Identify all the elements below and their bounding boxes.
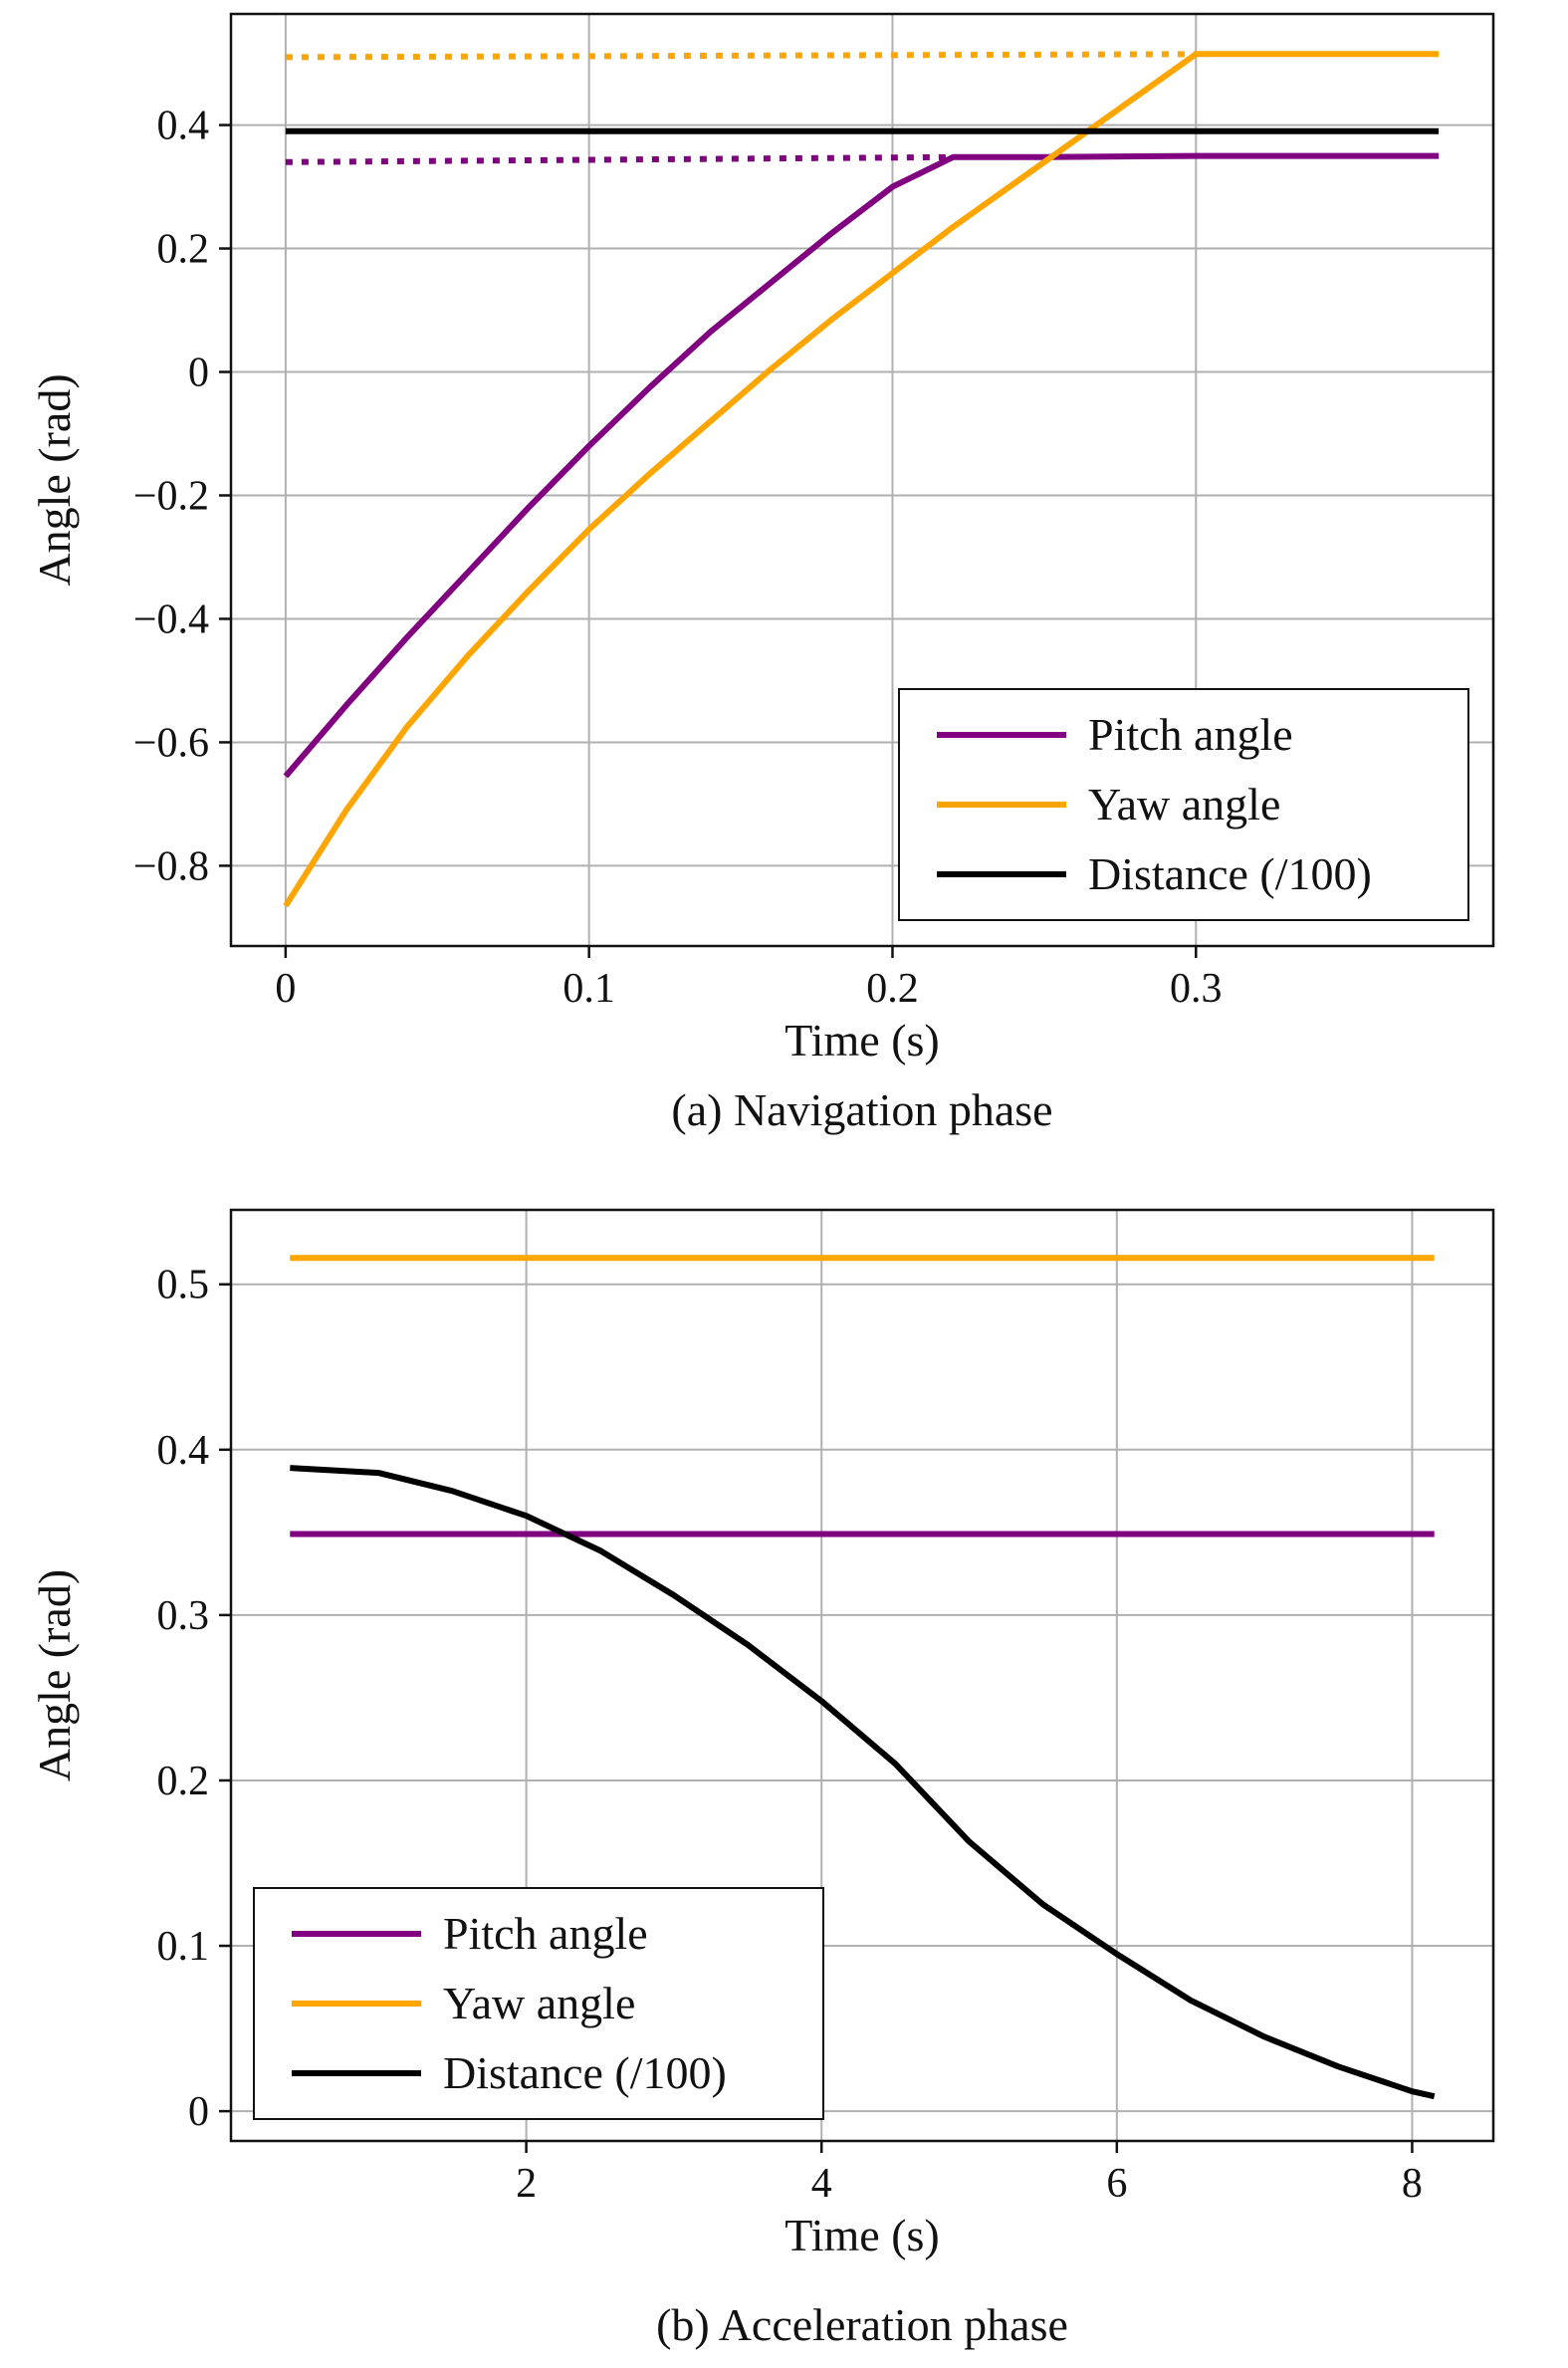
- y-tick-label: 0.1: [157, 1924, 210, 1970]
- y-tick-label: 0.4: [157, 1428, 210, 1474]
- x-tick-label: 6: [1106, 2161, 1127, 2207]
- legend-label-pitch: Pitch angle: [443, 1908, 648, 1959]
- legend-label-yaw: Yaw angle: [1088, 779, 1280, 829]
- pitch-angle-line: [283, 152, 1440, 779]
- y-axis-label: Angle (rad): [29, 373, 80, 586]
- y-tick-label: −0.2: [133, 473, 209, 519]
- series-group: [290, 1255, 1436, 2100]
- y-tick-label: −0.4: [133, 596, 209, 642]
- legend-label-distance: Distance (/100): [443, 2047, 727, 2098]
- panel-acceleration-phase: 2 4 6 8 0 0.1 0.2 0.3 0.4 0.5 Time (s) Angle (rad) (…: [29, 1208, 1495, 2350]
- yaw-angle-line: [283, 51, 1440, 908]
- y-tick-label: 0: [188, 351, 209, 396]
- distance-100-line: [290, 1465, 1436, 2100]
- panel-caption: (b) Acceleration phase: [656, 2299, 1068, 2350]
- y-tick-label: 0.4: [157, 104, 210, 149]
- x-axis-label: Time (s): [784, 2210, 940, 2260]
- x-tick-label: 2: [516, 2161, 537, 2207]
- legend: Pitch angle Yaw angle Distance (/100): [253, 1887, 824, 2120]
- y-axis-label: Angle (rad): [29, 1569, 80, 1781]
- x-tick-label: 0: [275, 966, 296, 1012]
- y-tick-label: 0.3: [157, 1593, 210, 1639]
- legend: Pitch angle Yaw angle Distance (/100): [898, 688, 1469, 921]
- x-tick-label: 0.1: [562, 966, 615, 1012]
- y-tick-label: 0.2: [157, 1759, 210, 1804]
- y-tick-label: 0: [188, 2089, 209, 2135]
- legend-label-yaw: Yaw angle: [443, 1978, 635, 2028]
- series-group: [283, 51, 1440, 908]
- legend-label-distance: Distance (/100): [1088, 848, 1372, 899]
- x-axis-label: Time (s): [784, 1015, 940, 1066]
- yaw-reference-line: [285, 51, 1197, 61]
- x-tick-label: 8: [1402, 2161, 1423, 2207]
- x-tick-label: 4: [811, 2161, 832, 2207]
- panel-navigation-phase: 0 0.1 0.2 0.3 −0.8 −0.6 −0.4 −0.2 0 0.2 0.4 Time (s…: [29, 12, 1495, 1135]
- y-tick-label: 0.2: [157, 227, 210, 273]
- y-tick-label: −0.6: [133, 720, 209, 766]
- plot-frame: [229, 12, 1495, 948]
- panel-caption: (a) Navigation phase: [671, 1084, 1052, 1135]
- y-tick-label: 0.5: [157, 1263, 210, 1308]
- ticks: 2 4 6 8 0 0.1 0.2 0.3 0.4 0.5: [157, 1263, 1423, 2207]
- x-tick-label: 0.2: [866, 966, 919, 1012]
- legend-label-pitch: Pitch angle: [1088, 709, 1293, 760]
- x-tick-label: 0.3: [1170, 966, 1223, 1012]
- pitch-reference-line: [285, 153, 954, 165]
- plot-frame: [229, 1208, 1495, 2143]
- ticks: 0 0.1 0.2 0.3 −0.8 −0.6 −0.4 −0.2 0 0.2 0.4: [133, 104, 1223, 1012]
- y-tick-label: −0.8: [133, 843, 209, 889]
- grid: [231, 14, 1493, 946]
